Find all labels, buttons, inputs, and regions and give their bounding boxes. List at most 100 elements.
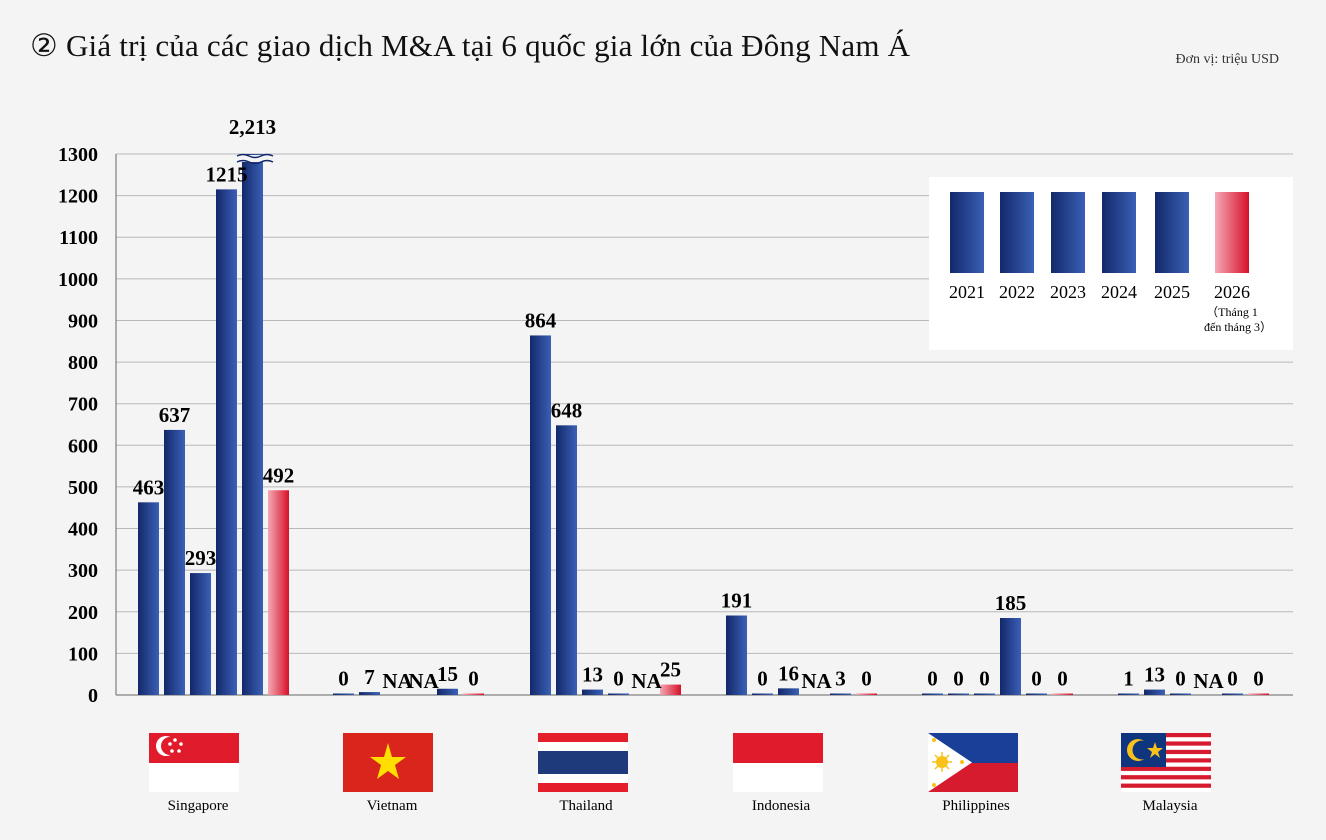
value-label: 0 (953, 667, 964, 691)
value-label: NA (382, 669, 413, 693)
legend-note-line2: đến tháng 3） (1204, 320, 1272, 334)
value-label: 0 (861, 667, 872, 691)
value-label: 0 (1253, 667, 1264, 691)
bar-philippines-2023 (974, 693, 995, 695)
singapore-flag (149, 733, 239, 792)
y-tick-label: 1200 (58, 186, 98, 208)
value-label: 0 (757, 667, 768, 691)
bar-singapore-2022 (164, 429, 185, 695)
bar-thailand-2023 (582, 689, 603, 695)
unit-label: Đơn vị: triệu USD (1175, 52, 1279, 67)
value-label: 13 (1144, 663, 1165, 687)
legend-swatch-2024 (1102, 192, 1136, 273)
bar-philippines-2025 (1026, 693, 1047, 695)
bar-thailand-2021 (530, 335, 551, 695)
bar-malaysia-2023 (1170, 693, 1191, 695)
bar-malaysia-2021 (1118, 693, 1139, 695)
value-label: 185 (995, 591, 1027, 615)
legend-label-2026: 2026 (1214, 282, 1250, 302)
philippines-flag (928, 733, 1018, 792)
value-label: 191 (721, 589, 753, 613)
y-tick-label: 900 (68, 310, 98, 332)
bar-singapore-2024 (216, 189, 237, 695)
country-label-indonesia: Indonesia (752, 798, 811, 814)
y-tick-label: 1100 (59, 227, 98, 249)
country-label-vietnam: Vietnam (367, 798, 418, 814)
flag-stripe (1121, 783, 1211, 788)
value-label: 0 (1031, 667, 1042, 691)
y-tick-label: 700 (68, 394, 98, 416)
country-label-thailand: Thailand (559, 798, 613, 814)
axis-break-gap (239, 155, 266, 162)
bar-singapore-2025 (242, 154, 263, 695)
bar-malaysia-2025 (1222, 693, 1243, 695)
y-tick-label: 300 (68, 560, 98, 582)
value-label: 0 (979, 667, 990, 691)
value-label: 0 (338, 667, 349, 691)
y-tick-label: 500 (68, 477, 98, 499)
value-label: NA (1193, 669, 1224, 693)
legend-label-2025: 2025 (1154, 282, 1190, 302)
legend-swatch-2022 (1000, 192, 1034, 273)
vietnam-flag (343, 733, 433, 792)
country-label-malaysia: Malaysia (1143, 798, 1198, 814)
value-label: 0 (1175, 667, 1186, 691)
value-label: 1 (1123, 667, 1134, 691)
malaysia-flag (1121, 733, 1211, 792)
y-tick-label: 100 (68, 643, 98, 665)
y-tick-label: 600 (68, 435, 98, 457)
value-label: 0 (1227, 667, 1238, 691)
bar-indonesia-2022 (752, 693, 773, 695)
bar-philippines-2021 (922, 693, 943, 695)
value-label: 7 (364, 665, 375, 689)
value-label: 3 (835, 667, 846, 691)
bar-vietnam-2025 (437, 688, 458, 695)
value-label: 492 (263, 463, 295, 487)
bar-indonesia-2023 (778, 688, 799, 695)
legend-swatch-2025 (1155, 192, 1189, 273)
value-label: 0 (1057, 667, 1068, 691)
y-tick-label: 1300 (58, 144, 98, 166)
legend-label-2023: 2023 (1050, 282, 1086, 302)
legend-label-2024: 2024 (1101, 282, 1137, 302)
value-label: 864 (525, 308, 557, 332)
value-label: 15 (437, 662, 458, 686)
bar-singapore-2021 (138, 502, 159, 695)
bar-philippines-2022 (948, 693, 969, 695)
legend-label-2021: 2021 (949, 282, 985, 302)
y-tick-label: 200 (68, 602, 98, 624)
bar-vietnam-2022 (359, 692, 380, 695)
bar-singapore-2023 (190, 573, 211, 695)
thailand-flag (538, 733, 628, 792)
bar-philippines-2024 (1000, 618, 1021, 695)
bar-thailand-2024 (608, 693, 629, 695)
flag-stripe (1121, 775, 1211, 780)
indonesia-flag (733, 733, 823, 792)
bars (138, 153, 1269, 695)
legend-swatch-2026 (1215, 192, 1249, 273)
legend-swatch-2021 (950, 192, 984, 273)
flag-stripe (1121, 766, 1211, 771)
value-label: 1215 (206, 162, 248, 186)
y-tick-label: 800 (68, 352, 98, 374)
value-label: 16 (778, 661, 799, 685)
chart-title: ② Giá trị của các giao dịch M&A tại 6 qu… (30, 28, 911, 63)
y-tick-label: 400 (68, 519, 98, 541)
y-tick-label: 1000 (58, 269, 98, 291)
bar-vietnam-2021 (333, 693, 354, 695)
bar-indonesia-2026 (856, 693, 877, 695)
value-label: 648 (551, 398, 583, 422)
bar-malaysia-2022 (1144, 689, 1165, 695)
bar-indonesia-2021 (726, 615, 747, 695)
value-label: 463 (133, 475, 165, 499)
bar-indonesia-2025 (830, 693, 851, 695)
value-label: 0 (927, 667, 938, 691)
bar-philippines-2026 (1052, 693, 1073, 695)
legend-swatch-2023 (1051, 192, 1085, 273)
country-label-singapore: Singapore (168, 798, 229, 814)
value-label: 637 (159, 403, 191, 427)
value-label: NA (408, 669, 439, 693)
bar-vietnam-2026 (463, 693, 484, 695)
